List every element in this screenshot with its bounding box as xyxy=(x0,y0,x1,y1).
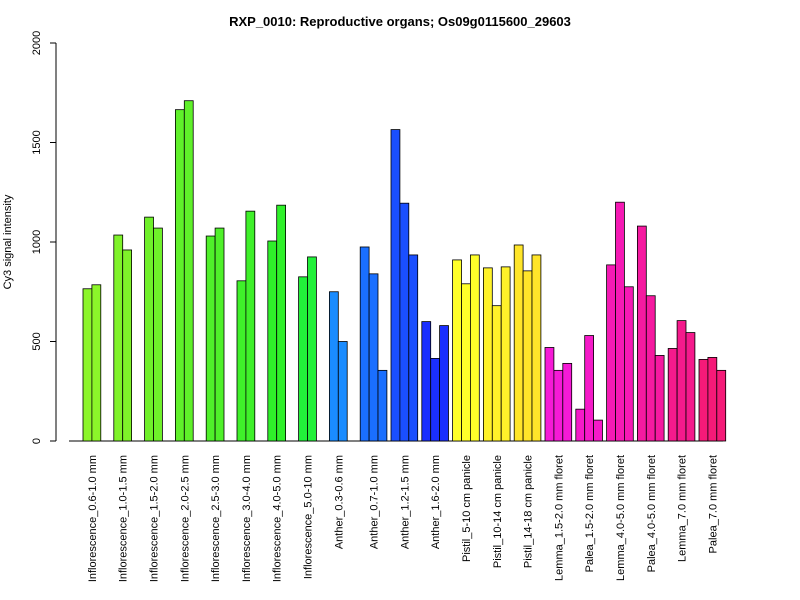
bar xyxy=(174,109,185,442)
y-axis: 0 500 1000 1500 2000 xyxy=(31,31,57,444)
bar xyxy=(624,286,634,442)
y-tick-label: 500 xyxy=(31,332,43,350)
bar xyxy=(408,254,419,442)
bar xyxy=(377,369,388,442)
bar xyxy=(707,357,718,442)
bar xyxy=(522,270,533,442)
bar xyxy=(685,332,696,442)
bars xyxy=(82,100,727,442)
bar xyxy=(544,347,555,442)
bar xyxy=(245,210,256,442)
bar xyxy=(205,235,216,442)
category-label: Inflorescence_2.0-2.5 mm xyxy=(179,455,191,582)
bar xyxy=(575,408,586,442)
category-label: Inflorescence_0.6-1.0 mm xyxy=(87,455,99,582)
category-label: Anther_1.6-2.0 mm xyxy=(430,455,442,549)
bar xyxy=(91,284,102,442)
bar xyxy=(654,355,665,442)
bar xyxy=(122,249,132,442)
category-labels: Inflorescence_0.6-1.0 mm Inflorescence_1.… xyxy=(87,455,719,582)
bar xyxy=(562,362,573,442)
bar xyxy=(676,320,687,442)
bar xyxy=(368,273,379,442)
bar xyxy=(491,305,502,442)
category-label: Palea_4.0-5.0 mm floret xyxy=(646,455,658,572)
category-label: Inflorescence_5.0-10 mm xyxy=(303,455,315,579)
bar xyxy=(113,234,124,442)
bar xyxy=(399,202,410,442)
bar xyxy=(82,288,93,442)
bar xyxy=(439,325,449,442)
bar xyxy=(214,227,225,442)
bar xyxy=(298,276,308,442)
category-label: Lemma_7.0 mm floret xyxy=(677,455,689,562)
y-tick-label: 1500 xyxy=(31,130,43,154)
bar xyxy=(482,267,493,442)
y-tick-label: 2000 xyxy=(31,31,43,55)
category-label: Anther_1.2-1.5 mm xyxy=(399,455,411,549)
category-label: Inflorescence_2.5-3.0 mm xyxy=(210,455,222,582)
bar xyxy=(276,204,287,442)
category-label: Pistil_5-10 cm panicle xyxy=(461,455,473,562)
bar xyxy=(606,264,616,442)
bar xyxy=(461,283,471,442)
bar xyxy=(513,244,524,442)
bar xyxy=(637,225,647,442)
bar xyxy=(328,291,339,442)
y-tick-label: 0 xyxy=(31,438,43,444)
bar xyxy=(645,295,656,442)
category-label: Palea_7.0 mm floret xyxy=(707,455,719,553)
bar xyxy=(452,259,462,442)
bar xyxy=(267,240,278,442)
bar xyxy=(144,216,154,442)
bar xyxy=(153,227,163,442)
category-label: Lemma_1.5-2.0 mm floret xyxy=(553,455,565,581)
bar xyxy=(716,369,727,442)
category-label: Pistil_10-14 cm panicle xyxy=(492,455,504,568)
bar xyxy=(553,369,564,442)
bar xyxy=(236,280,247,442)
y-tick-label: 1000 xyxy=(31,230,43,254)
category-label: Inflorescence_1.0-1.5 mm xyxy=(118,455,130,582)
bar xyxy=(667,348,678,442)
bar xyxy=(584,335,595,442)
bar xyxy=(469,254,480,442)
y-axis-title: Cy3 signal intensity xyxy=(2,194,14,289)
bar xyxy=(337,341,348,442)
bar xyxy=(531,254,542,442)
bar xyxy=(500,266,511,442)
bar xyxy=(430,358,441,442)
category-label: Inflorescence_3.0-4.0 mm xyxy=(241,455,253,582)
category-label: Palea_1.5-2.0 mm floret xyxy=(584,455,596,572)
category-label: Inflorescence_4.0-5.0 mm xyxy=(272,455,284,582)
bar xyxy=(359,246,370,442)
bar xyxy=(593,419,603,442)
bar xyxy=(183,100,194,442)
bar xyxy=(421,321,432,442)
category-label: Anther_0.3-0.6 mm xyxy=(333,455,345,549)
bar xyxy=(307,256,317,442)
category-label: Pistil_14-18 cm panicle xyxy=(523,455,535,568)
chart-title: RXP_0010: Reproductive organs; Os09g0115… xyxy=(229,14,571,29)
category-label: Anther_0.7-1.0 mm xyxy=(369,455,381,549)
bar xyxy=(390,129,401,442)
category-label: Lemma_4.0-5.0 mm floret xyxy=(615,455,627,581)
category-label: Inflorescence_1.5-2.0 mm xyxy=(149,455,161,582)
bar xyxy=(615,201,625,442)
bar xyxy=(698,359,709,442)
